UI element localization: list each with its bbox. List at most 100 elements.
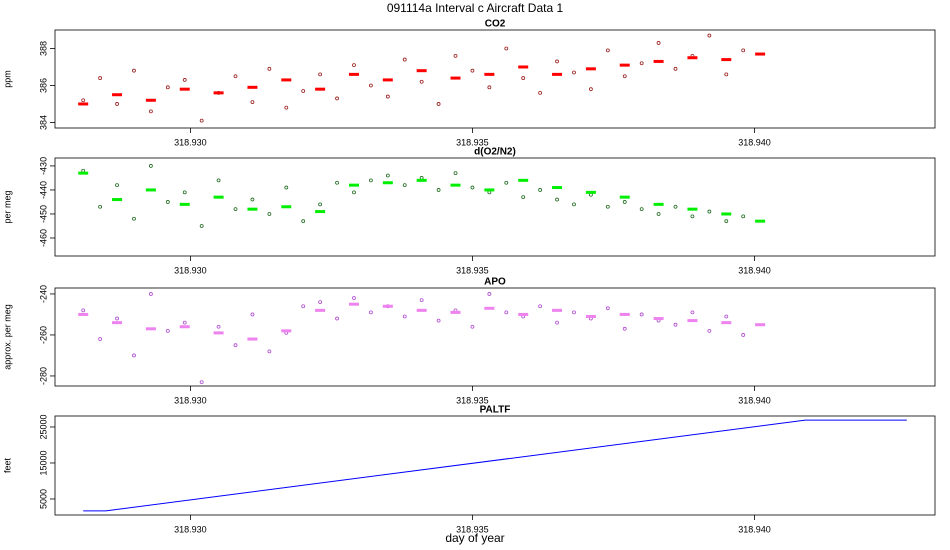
data-point (115, 316, 119, 321)
data-point (352, 63, 356, 68)
data-point (267, 66, 272, 71)
x-tick-label: 318.940 (738, 137, 771, 147)
data-point (368, 310, 373, 315)
data-point (368, 178, 373, 183)
data-point (724, 314, 729, 319)
data-point (199, 118, 204, 123)
data-point (639, 61, 644, 66)
data-point (504, 46, 509, 51)
data-point (622, 200, 627, 204)
data-point (199, 224, 204, 228)
data-point (301, 304, 306, 309)
data-point (741, 48, 746, 53)
data-point (216, 178, 221, 183)
data-point (436, 102, 441, 106)
x-tick-label: 318.940 (738, 395, 771, 405)
data-point (453, 171, 458, 176)
data-point (622, 326, 627, 331)
y-tick-label: -450 (38, 205, 48, 223)
data-point (132, 68, 136, 73)
data-point (301, 219, 306, 224)
data-point (504, 180, 509, 185)
data-point (132, 353, 136, 358)
y-axis-label: approx. per meg (2, 304, 12, 370)
panel-title: CO2 (485, 19, 506, 30)
data-point (148, 109, 153, 114)
data-point (588, 87, 593, 92)
data-point (724, 72, 729, 77)
data-point (605, 48, 610, 53)
data-point (572, 70, 576, 75)
data-point (673, 204, 678, 209)
data-point (352, 296, 356, 300)
data-point (115, 183, 119, 188)
data-point (690, 214, 695, 219)
data-point (572, 202, 576, 207)
data-point (165, 85, 170, 90)
x-axis-label: day of year (445, 531, 504, 545)
x-tick-label: 318.930 (174, 137, 207, 147)
y-axis-label: per meg (2, 190, 12, 223)
data-point (690, 310, 695, 315)
data-point (673, 322, 678, 327)
data-point (98, 76, 103, 80)
y-tick-label: 388 (38, 41, 48, 56)
data-point (148, 164, 153, 168)
data-point (470, 185, 475, 190)
data-point (555, 320, 559, 325)
y-tick-label: -460 (38, 229, 48, 247)
data-point (318, 72, 323, 77)
data-point (233, 207, 238, 212)
data-point (335, 96, 339, 101)
data-line (83, 419, 907, 512)
data-point (521, 195, 526, 200)
data-point (572, 310, 576, 315)
data-point (555, 197, 559, 202)
y-tick-label: -260 (38, 326, 48, 344)
data-point (284, 105, 289, 110)
data-point (318, 202, 323, 207)
data-point (402, 314, 407, 319)
data-point (605, 306, 610, 311)
data-point (487, 85, 492, 90)
data-point (368, 83, 373, 88)
data-point (707, 328, 712, 333)
data-point (470, 324, 475, 329)
data-point (267, 349, 272, 354)
data-point (741, 214, 746, 219)
x-tick-label: 318.930 (174, 524, 207, 534)
data-point (250, 100, 255, 105)
y-axis-label: ppm (2, 70, 12, 88)
x-tick-label: 318.935 (456, 524, 489, 534)
data-point (673, 66, 678, 71)
y-tick-label: -440 (38, 181, 48, 199)
data-point (419, 298, 424, 302)
panel-title: d(O2/N2) (474, 147, 516, 158)
data-point (622, 74, 627, 79)
y-tick-label: 15000 (38, 450, 48, 475)
data-point (182, 190, 187, 195)
data-point (724, 219, 729, 224)
data-point (470, 68, 475, 73)
x-tick-label: 318.930 (174, 395, 207, 405)
y-tick-label: -430 (38, 157, 48, 175)
data-point (115, 102, 119, 106)
data-point (199, 380, 204, 385)
data-point (639, 312, 644, 317)
y-tick-label: -280 (38, 367, 48, 385)
x-tick-label: 318.935 (456, 265, 489, 275)
y-tick-label: 384 (38, 115, 48, 130)
data-point (707, 33, 712, 38)
y-tick-label: 386 (38, 78, 48, 93)
data-point (132, 216, 136, 221)
data-point (352, 190, 356, 195)
data-point (165, 328, 170, 333)
data-point (335, 316, 339, 321)
data-point (250, 312, 255, 317)
x-tick-label: 318.935 (456, 395, 489, 405)
data-point (250, 197, 255, 202)
data-point (267, 212, 272, 216)
data-point (284, 185, 289, 190)
data-point (98, 337, 103, 341)
